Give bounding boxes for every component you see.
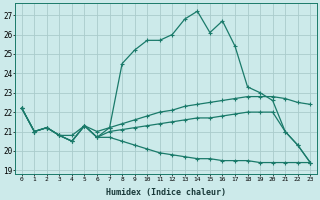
X-axis label: Humidex (Indice chaleur): Humidex (Indice chaleur) [106, 188, 226, 197]
